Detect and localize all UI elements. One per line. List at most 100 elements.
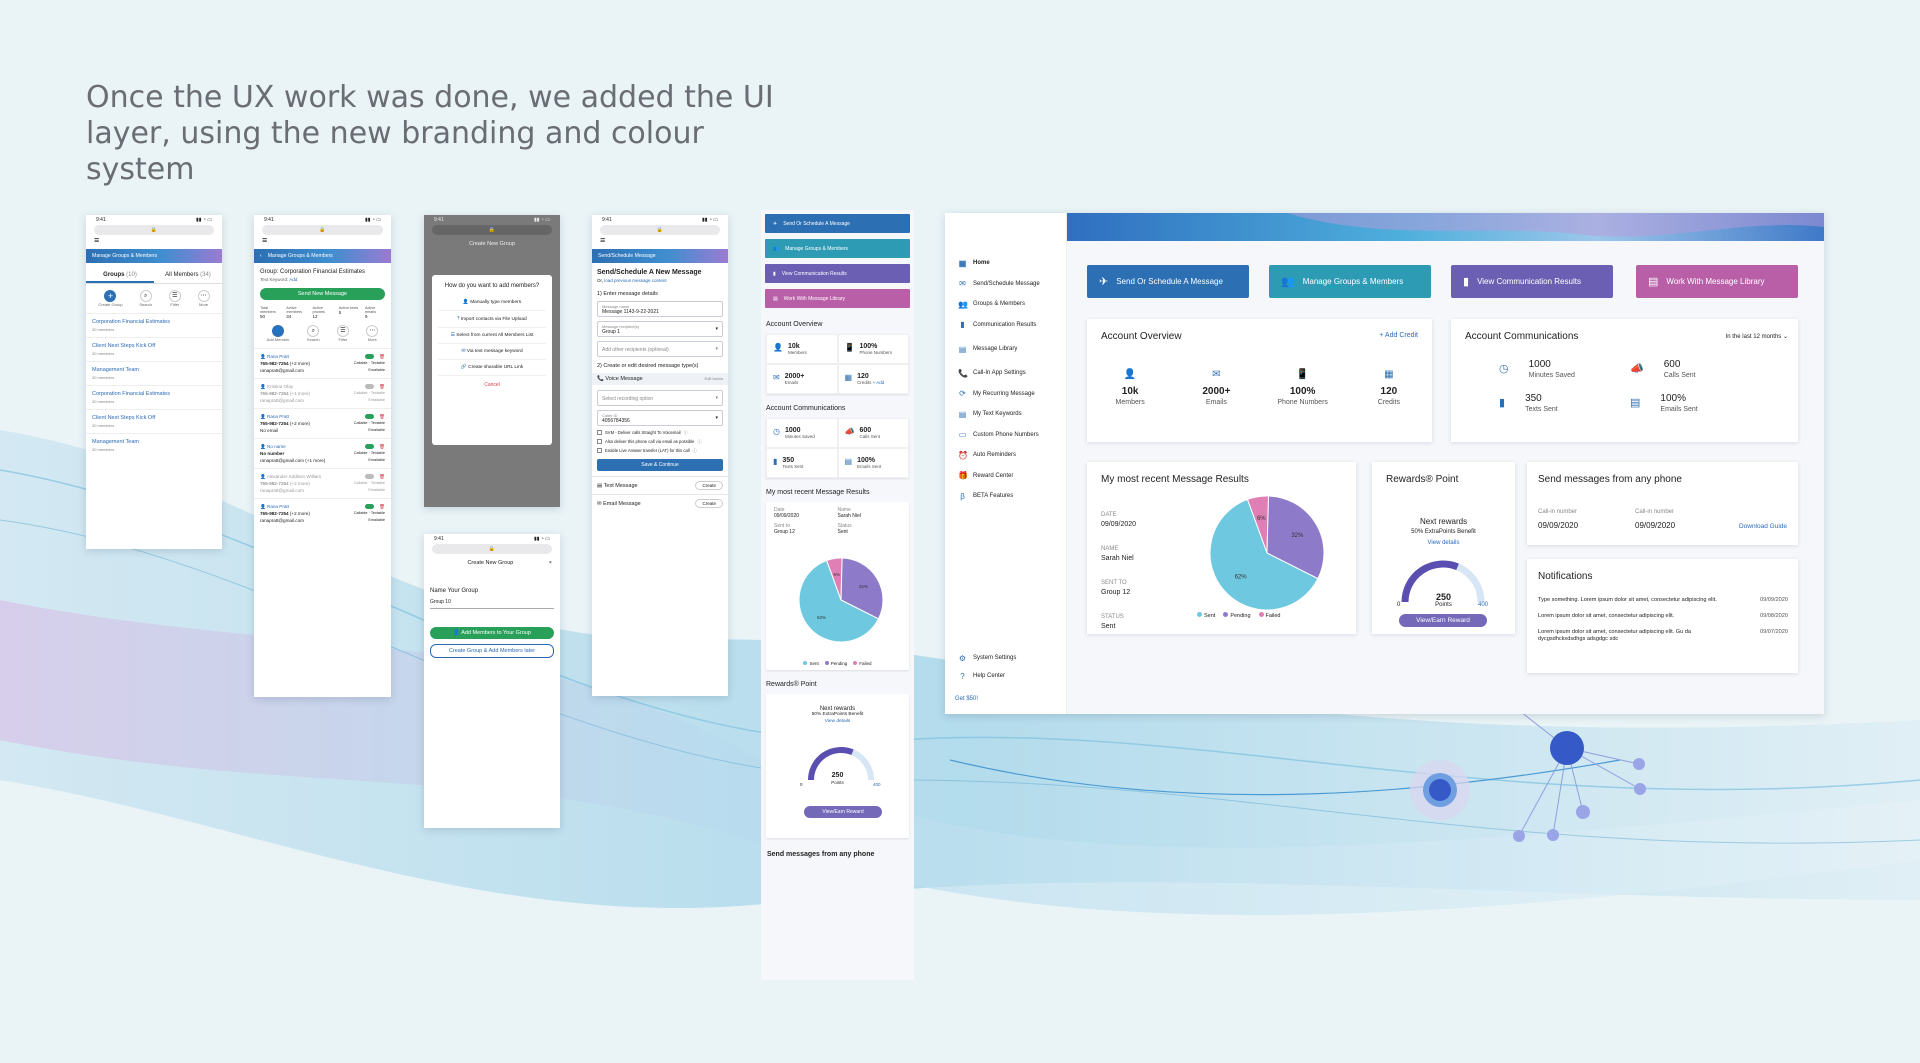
back-icon[interactable]: ‹ [260, 253, 262, 259]
list-item[interactable]: Management Team 30 members [86, 433, 222, 457]
table-row[interactable]: 👤 Rana Pratt 🗑 765-982-7254 (+2 more) Calla… [254, 498, 391, 528]
menu-icon[interactable]: ≡ [94, 235, 100, 245]
filter-button[interactable]: ☰ Filter [336, 325, 349, 342]
pie-slice-pending[interactable] [1266, 495, 1325, 580]
add-credit-link[interactable]: + Add [872, 380, 885, 385]
pie-slice-pending[interactable] [840, 557, 884, 620]
sidebar-item[interactable]: ⟳ My Recurring Message [959, 389, 1035, 399]
sidebar-item[interactable]: ? Help Center [945, 667, 1067, 685]
option-item[interactable]: ⤒ Import contacts via File Upload [438, 311, 546, 328]
earn-reward-button[interactable]: View/Earn Reward [804, 806, 882, 818]
sidebar-item[interactable]: ⏰ Auto Reminders [958, 450, 1017, 460]
pie-slice-sent[interactable] [1209, 498, 1319, 610]
active-toggle[interactable] [365, 444, 375, 450]
table-row[interactable]: 👤 No name 🗑 No number Callable · Textable r… [254, 438, 391, 468]
option-item[interactable]: ✉ Via text message keyword [438, 344, 546, 360]
active-toggle[interactable] [365, 384, 375, 390]
cancel-button[interactable]: Cancel [484, 382, 500, 388]
create-later-button[interactable]: Create Group & Add Members later [430, 644, 554, 658]
menu-icon[interactable]: ≡ [262, 235, 268, 245]
option-item[interactable]: 👤 Manually type members [438, 295, 546, 311]
checkbox-row[interactable]: Also deliver this phone call via email a… [597, 439, 723, 445]
list-item[interactable]: Client Next Steps Kick Off 30 members [86, 337, 222, 361]
url-bar[interactable]: 🔒 [94, 225, 214, 235]
menu-icon[interactable]: ≡ [600, 235, 606, 245]
download-guide-link[interactable]: Download Guide [1738, 523, 1787, 530]
sidebar-item[interactable]: ⚙ System Settings [958, 653, 1017, 663]
other-recipients-select[interactable]: Add other recipients (optional) ▾ [597, 341, 723, 357]
url-bar[interactable]: 🔒 [600, 225, 720, 235]
create-email-button[interactable]: Create [695, 499, 723, 508]
create-group-button[interactable]: + Create Group [98, 290, 123, 307]
quick-action-button[interactable]: ▮ View Communication Results [765, 264, 910, 283]
sidebar-item[interactable]: 👥 Groups & Members [958, 299, 1026, 309]
add-keyword-link[interactable]: Add [289, 277, 298, 282]
quick-action-button[interactable]: ▤ Work With Message Library [765, 289, 910, 308]
quick-action-button[interactable]: ▮ View Communication Results [1451, 265, 1613, 298]
table-row[interactable]: 👤 Kristina Olay 🗑 765-982-7254 (+1 more) Ca… [254, 378, 391, 408]
sidebar-item[interactable]: ✉ Send/Schedule Message [959, 279, 1040, 289]
table-row[interactable]: 👤 Rana Pratt 🗑 765-982-7254 (+2 more) Calla… [254, 348, 391, 378]
sidebar-item[interactable]: ▮ Communication Results [945, 315, 1066, 336]
quick-action-button[interactable]: 👥 Manage Groups & Members [1269, 265, 1431, 298]
tab-groups[interactable]: Groups (10) [86, 269, 154, 283]
notification-item[interactable]: Lorem ipsum dolor sit amet, consectetur … [1538, 613, 1788, 619]
list-item[interactable]: Client Next Steps Kick Off 30 members [86, 409, 222, 433]
sidebar-item[interactable]: 📞 Call-In App Settings [958, 368, 1026, 378]
active-toggle[interactable] [365, 354, 375, 360]
quick-action-button[interactable]: ▤ Work With Message Library [1636, 265, 1798, 298]
filter-button[interactable]: ☰ Filter [168, 290, 181, 307]
referral-link[interactable]: Get $50! [955, 696, 979, 702]
group-name-input[interactable]: Group 10 [430, 599, 554, 609]
add-credit-link[interactable]: + Add Credit [1379, 332, 1418, 339]
add-member-button[interactable]: 👤 Add Member [267, 325, 290, 342]
trash-icon[interactable]: 🗑 [379, 504, 385, 509]
tab-all-members[interactable]: All Members (34) [165, 272, 211, 278]
earn-reward-button[interactable]: View/Earn Reward [1399, 614, 1487, 627]
checkbox-row[interactable]: SVM - Deliver calls Straight To Voicemai… [597, 430, 723, 436]
view-details-link[interactable]: View details [824, 719, 851, 724]
caller-id-select[interactable]: Caller ID 4056784356 ▾ [597, 410, 723, 426]
create-text-button[interactable]: Create [695, 481, 723, 490]
list-item[interactable]: Corporation Financial Estimates 30 member… [86, 385, 222, 409]
trash-icon[interactable]: 🗑 [379, 354, 385, 359]
list-item[interactable]: Management Team 30 members [86, 361, 222, 385]
help-icon[interactable]: ⓘ [692, 448, 697, 453]
active-toggle[interactable] [365, 504, 375, 510]
notification-item[interactable]: Type something. Lorem ipsum dolor sit am… [1538, 597, 1788, 603]
sidebar-item[interactable]: β BETA Features [945, 486, 1066, 507]
search-button[interactable]: ⌕ Search [139, 290, 152, 307]
checkbox-row[interactable]: Enable Live Answer transfer (LAT) for th… [597, 448, 723, 454]
active-toggle[interactable] [365, 474, 375, 480]
recipients-select[interactable]: Message recipient(s) Group 1 ▾ [597, 321, 723, 337]
option-item[interactable]: ☰ Select from current All Members List [438, 328, 546, 344]
more-button[interactable]: ⋯ More [197, 290, 210, 307]
sidebar-item[interactable]: ▭ Custom Phone Numbers [958, 430, 1039, 440]
save-continue-button[interactable]: Save & Continue [597, 459, 723, 471]
notification-item[interactable]: Lorem ipsum dolor sit amet, consectetur … [1538, 629, 1788, 642]
trash-icon[interactable]: 🗑 [379, 414, 385, 419]
more-button[interactable]: ⋯ More [366, 325, 379, 342]
help-icon[interactable]: ⓘ [697, 439, 702, 444]
trash-icon[interactable]: 🗑 [379, 444, 385, 449]
view-details-link[interactable]: View details [1427, 540, 1460, 546]
option-item[interactable]: 🔗 Create sharable URL Link [438, 360, 546, 376]
quick-action-button[interactable]: 👥 Manage Groups & Members [765, 239, 910, 258]
table-row[interactable]: 👤 Alexander Addison William 🗑 765-982-7254… [254, 468, 391, 498]
recording-option-select[interactable]: Select recording option ▾ [597, 390, 723, 406]
table-row[interactable]: 👤 Rana Pratt 🗑 765-982-7254 (+2 more) Calla… [254, 408, 391, 438]
close-icon[interactable]: × [548, 560, 552, 566]
voice-message-section[interactable]: 📞 Voice Message Edit below [592, 373, 728, 385]
trash-icon[interactable]: 🗑 [379, 384, 385, 389]
checkbox[interactable] [597, 448, 602, 453]
pie-slice-sent[interactable] [798, 559, 880, 643]
period-select[interactable]: In the last 12 months ⌄ [1725, 334, 1788, 340]
sidebar-item[interactable]: ▦ Home [958, 258, 990, 268]
url-bar[interactable]: 🔒 [262, 225, 383, 235]
quick-action-button[interactable]: ✈ Send Or Schedule A Message [765, 214, 910, 233]
add-members-button[interactable]: 👤 Add Members to Your Group [430, 627, 554, 639]
active-toggle[interactable] [365, 414, 375, 420]
url-bar[interactable]: 🔒 [432, 544, 552, 554]
sidebar-item[interactable]: ▤ My Text Keywords [958, 409, 1022, 419]
load-previous-link[interactable]: load previous message content [604, 278, 667, 283]
